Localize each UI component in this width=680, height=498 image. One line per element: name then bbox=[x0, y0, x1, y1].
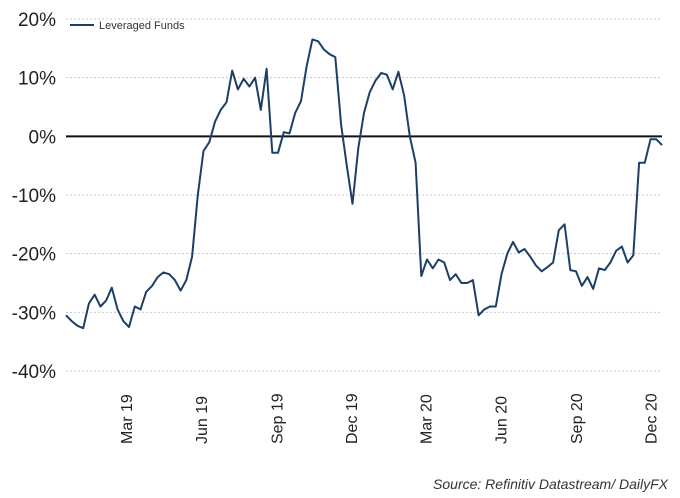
gridlines bbox=[66, 18, 662, 372]
x-tick-label: Jun 19 bbox=[194, 396, 211, 444]
x-tick-label: Jun 20 bbox=[494, 396, 511, 444]
x-tick-label: Sep 20 bbox=[569, 393, 586, 444]
y-tick-label: -40% bbox=[12, 362, 56, 383]
y-tick-label: -20% bbox=[12, 245, 56, 266]
y-tick-label: 10% bbox=[18, 69, 56, 90]
y-tick-label: -30% bbox=[12, 303, 56, 324]
x-tick-label: Mar 20 bbox=[418, 394, 435, 444]
x-tick-label: Sep 19 bbox=[269, 393, 286, 444]
legend: Leveraged Funds bbox=[70, 20, 185, 32]
legend-label: Leveraged Funds bbox=[99, 20, 185, 32]
x-tick-label: Dec 20 bbox=[644, 393, 661, 444]
y-axis: 20% 10% 0% -10% -20% -30% -40% bbox=[12, 10, 56, 383]
y-tick-label: 0% bbox=[29, 127, 57, 148]
x-tick-label: Dec 19 bbox=[344, 393, 361, 444]
source-note: Source: Refinitiv Datastream/ DailyFX bbox=[433, 476, 668, 492]
series-line-leveraged-funds bbox=[65, 38, 663, 330]
x-tick-label: Mar 19 bbox=[119, 394, 136, 444]
y-tick-label: -10% bbox=[12, 186, 56, 207]
y-tick-label: 20% bbox=[18, 10, 56, 31]
x-axis: Mar 19 Jun 19 Sep 19 Dec 19 Mar 20 Jun 20 Sep … bbox=[119, 393, 661, 444]
